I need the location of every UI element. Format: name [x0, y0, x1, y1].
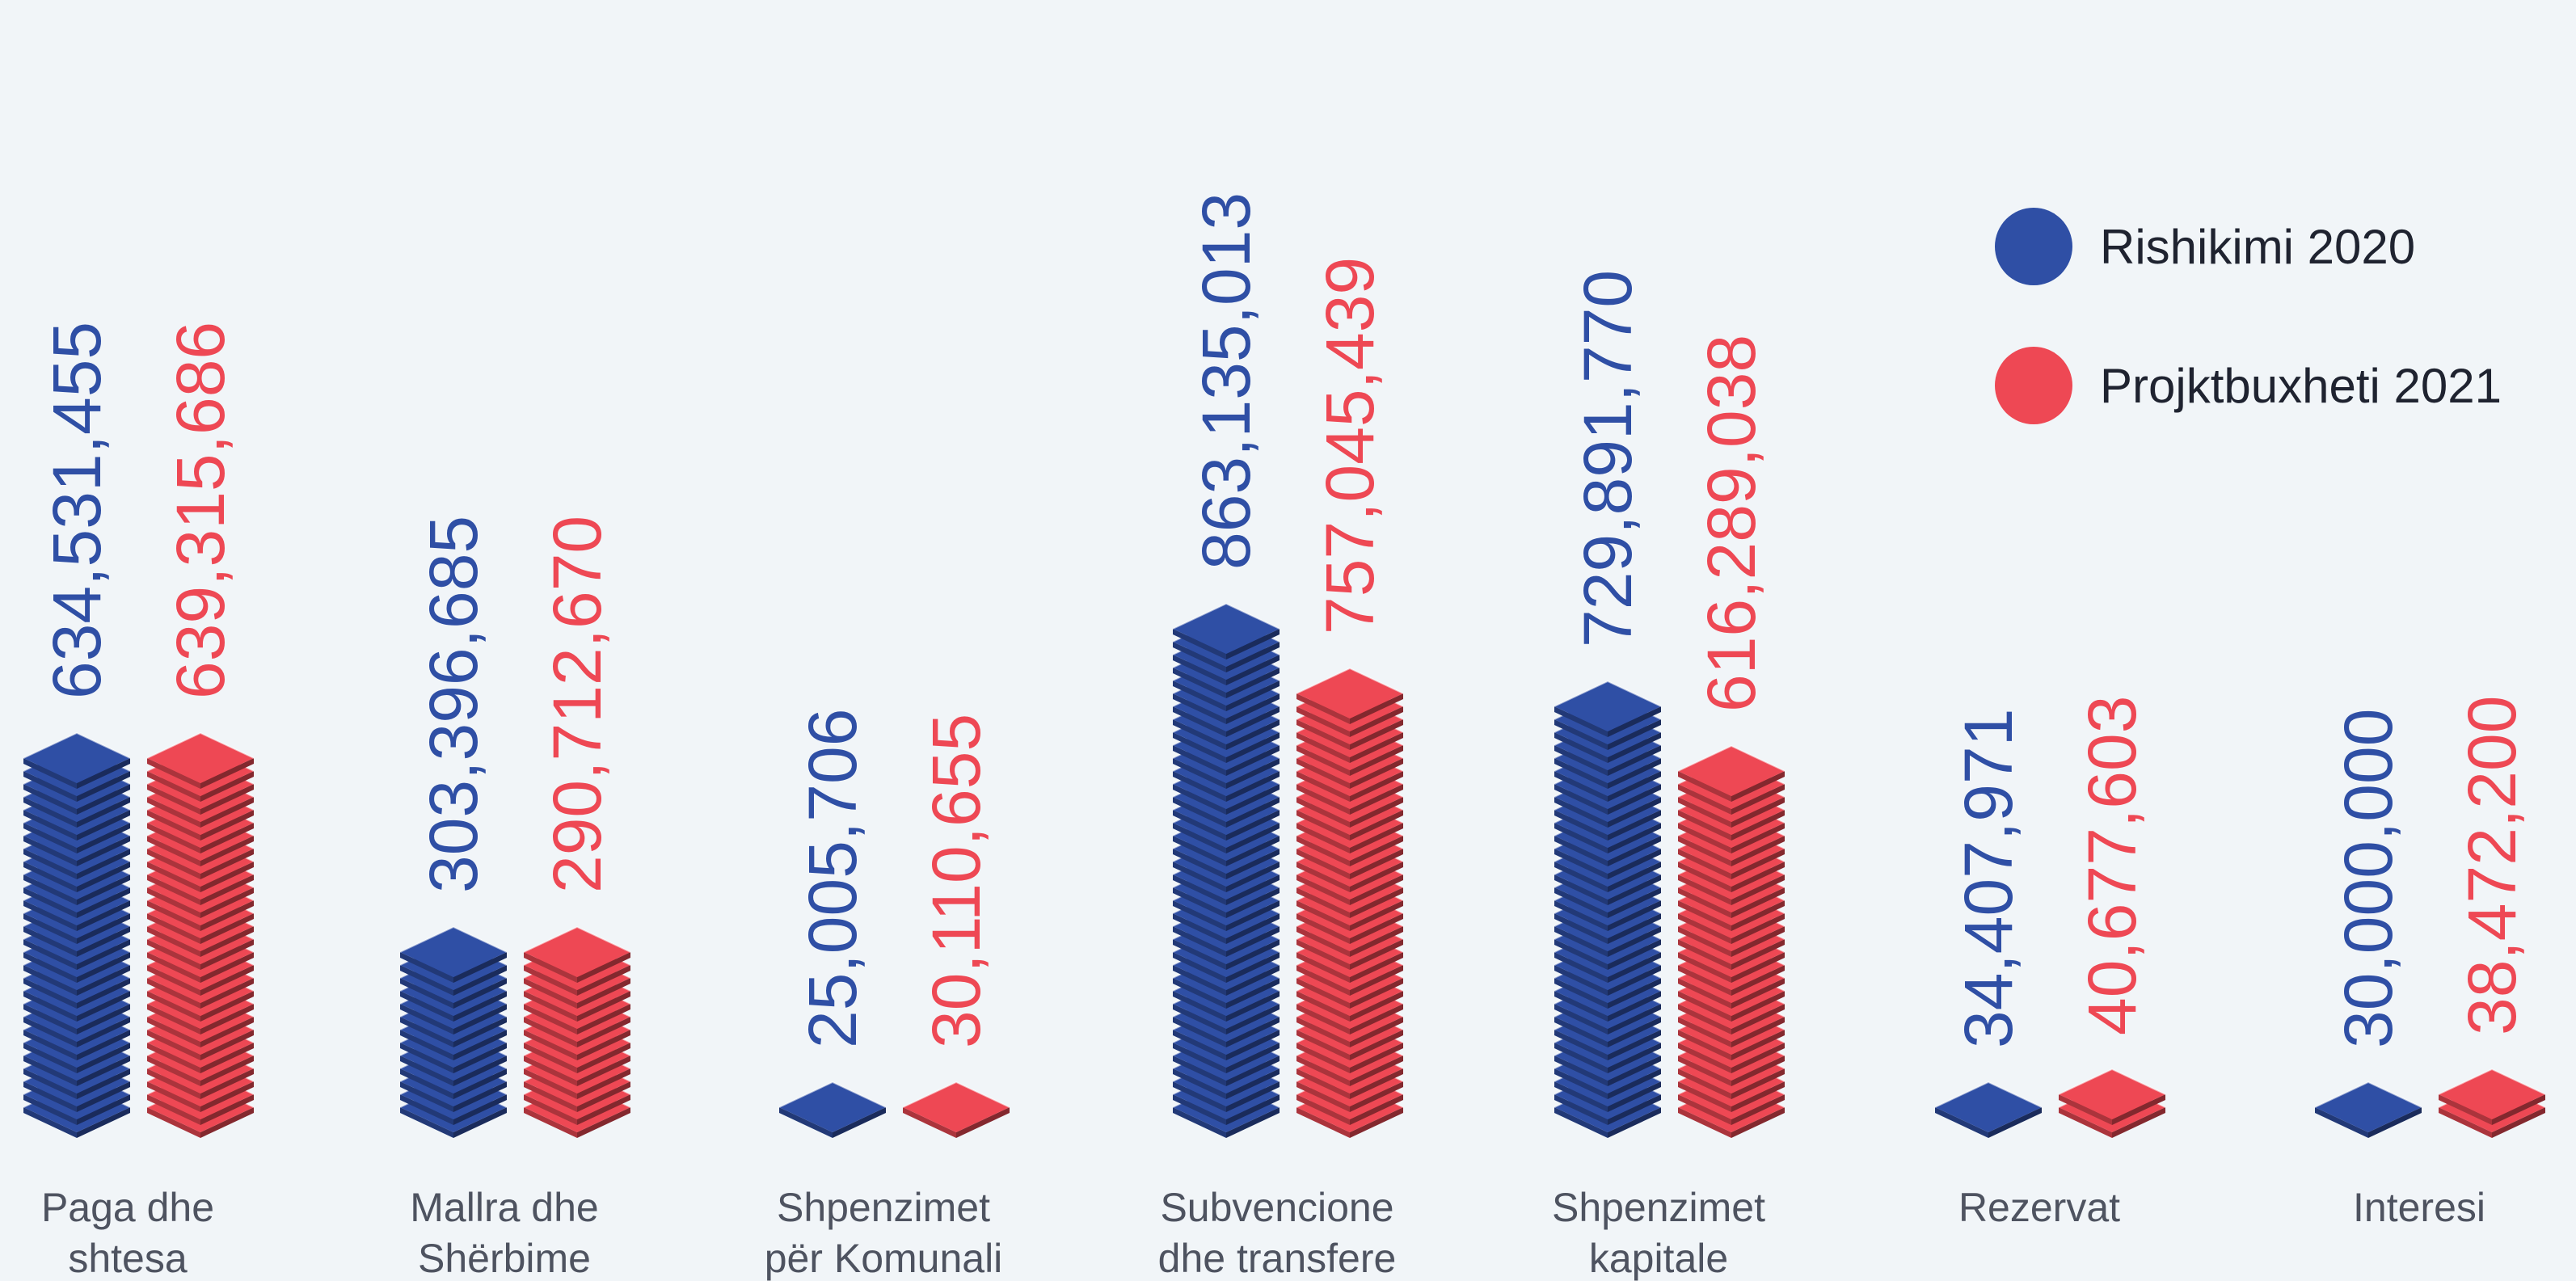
- value-label-shpenzimet-p-r-komunali-rishikimi-2020: 25,005,706: [795, 709, 871, 1048]
- value-label-interesi-projktbuxheti-2021: 38,472,200: [2454, 696, 2530, 1035]
- value-label-shpenzimet-kapitale-rishikimi-2020: 729,891,770: [1570, 270, 1646, 647]
- bar-shpenzimet-kapitale-rishikimi-2020: [1554, 680, 1662, 1138]
- category-label-paga-dhe-shtesa: Paga dhe shtesa: [41, 1185, 214, 1281]
- value-label-subvencione-dhe-transfere-rishikimi-2020: 863,135,013: [1188, 192, 1264, 570]
- bar-shpenzimet-kapitale-projktbuxheti-2021: [1677, 744, 1785, 1138]
- category-label-subvencione-dhe-transfere: Subvencione dhe transfere: [1158, 1185, 1397, 1281]
- value-label-shpenzimet-kapitale-projktbuxheti-2021: 616,289,038: [1693, 335, 1769, 712]
- value-label-shpenzimet-p-r-komunali-projktbuxheti-2021: 30,110,655: [918, 714, 994, 1048]
- legend: Rishikimi 2020 Projktbuxheti 2021: [1995, 208, 2502, 424]
- value-label-paga-dhe-shtesa-rishikimi-2020: 634,531,455: [39, 322, 115, 699]
- value-label-rezervat-rishikimi-2020: 34,407,971: [1950, 709, 2026, 1048]
- bar-interesi-rishikimi-2020: [2314, 1081, 2422, 1138]
- category-labels: Paga dhe shtesa Mallra dhe Shërbime Shpenzim…: [41, 1185, 2485, 1281]
- bar-rezervat-projktbuxheti-2021: [2058, 1068, 2166, 1138]
- value-label-mallra-dhe-sh-rbime-projktbuxheti-2021: 290,712,670: [539, 516, 615, 893]
- legend-item-rishikimi-2020: Rishikimi 2020: [1995, 208, 2415, 285]
- legend-label: Projktbuxheti 2021: [2100, 359, 2502, 413]
- bar-mallra-dhe-sh-rbime-rishikimi-2020: [399, 925, 508, 1138]
- bar-rezervat-rishikimi-2020: [1934, 1081, 2043, 1138]
- legend-swatch: [1995, 208, 2072, 285]
- value-label-subvencione-dhe-transfere-projktbuxheti-2021: 757,045,439: [1312, 257, 1388, 634]
- legend-item-projktbuxheti-2021: Projktbuxheti 2021: [1995, 347, 2502, 424]
- category-label-interesi: Interesi: [2353, 1185, 2485, 1230]
- bar-subvencione-dhe-transfere-rishikimi-2020: [1172, 602, 1280, 1138]
- category-label-shpenzimet-kapitale: Shpenzimet kapitale: [1552, 1185, 1765, 1281]
- bar-subvencione-dhe-transfere-projktbuxheti-2021: [1296, 667, 1404, 1138]
- value-label-paga-dhe-shtesa-projktbuxheti-2021: 639,315,686: [162, 322, 238, 699]
- category-label-rezervat: Rezervat: [1958, 1185, 2120, 1230]
- legend-label: Rishikimi 2020: [2100, 220, 2415, 274]
- category-label-shpenzimet-p-r-komunali: Shpenzimet për Komunali: [765, 1185, 1003, 1281]
- value-label-interesi-rishikimi-2020: 30,000,000: [2330, 709, 2406, 1048]
- bar-stacks: [23, 602, 2546, 1138]
- bar-shpenzimet-p-r-komunali-rishikimi-2020: [778, 1081, 887, 1138]
- bar-mallra-dhe-sh-rbime-projktbuxheti-2021: [523, 925, 631, 1138]
- value-label-mallra-dhe-sh-rbime-rishikimi-2020: 303,396,685: [415, 516, 491, 893]
- value-label-rezervat-projktbuxheti-2021: 40,677,603: [2074, 696, 2150, 1035]
- legend-swatch: [1995, 347, 2072, 424]
- category-label-mallra-dhe-sh-rbime: Mallra dhe Shërbime: [410, 1185, 598, 1281]
- value-labels: 634,531,455 639,315,686 303,396,685 290,712…: [39, 192, 2530, 1048]
- bar-paga-dhe-shtesa-rishikimi-2020: [23, 731, 131, 1138]
- bar-shpenzimet-p-r-komunali-projktbuxheti-2021: [902, 1081, 1010, 1138]
- bar-paga-dhe-shtesa-projktbuxheti-2021: [146, 731, 255, 1138]
- bar-interesi-projktbuxheti-2021: [2438, 1068, 2546, 1138]
